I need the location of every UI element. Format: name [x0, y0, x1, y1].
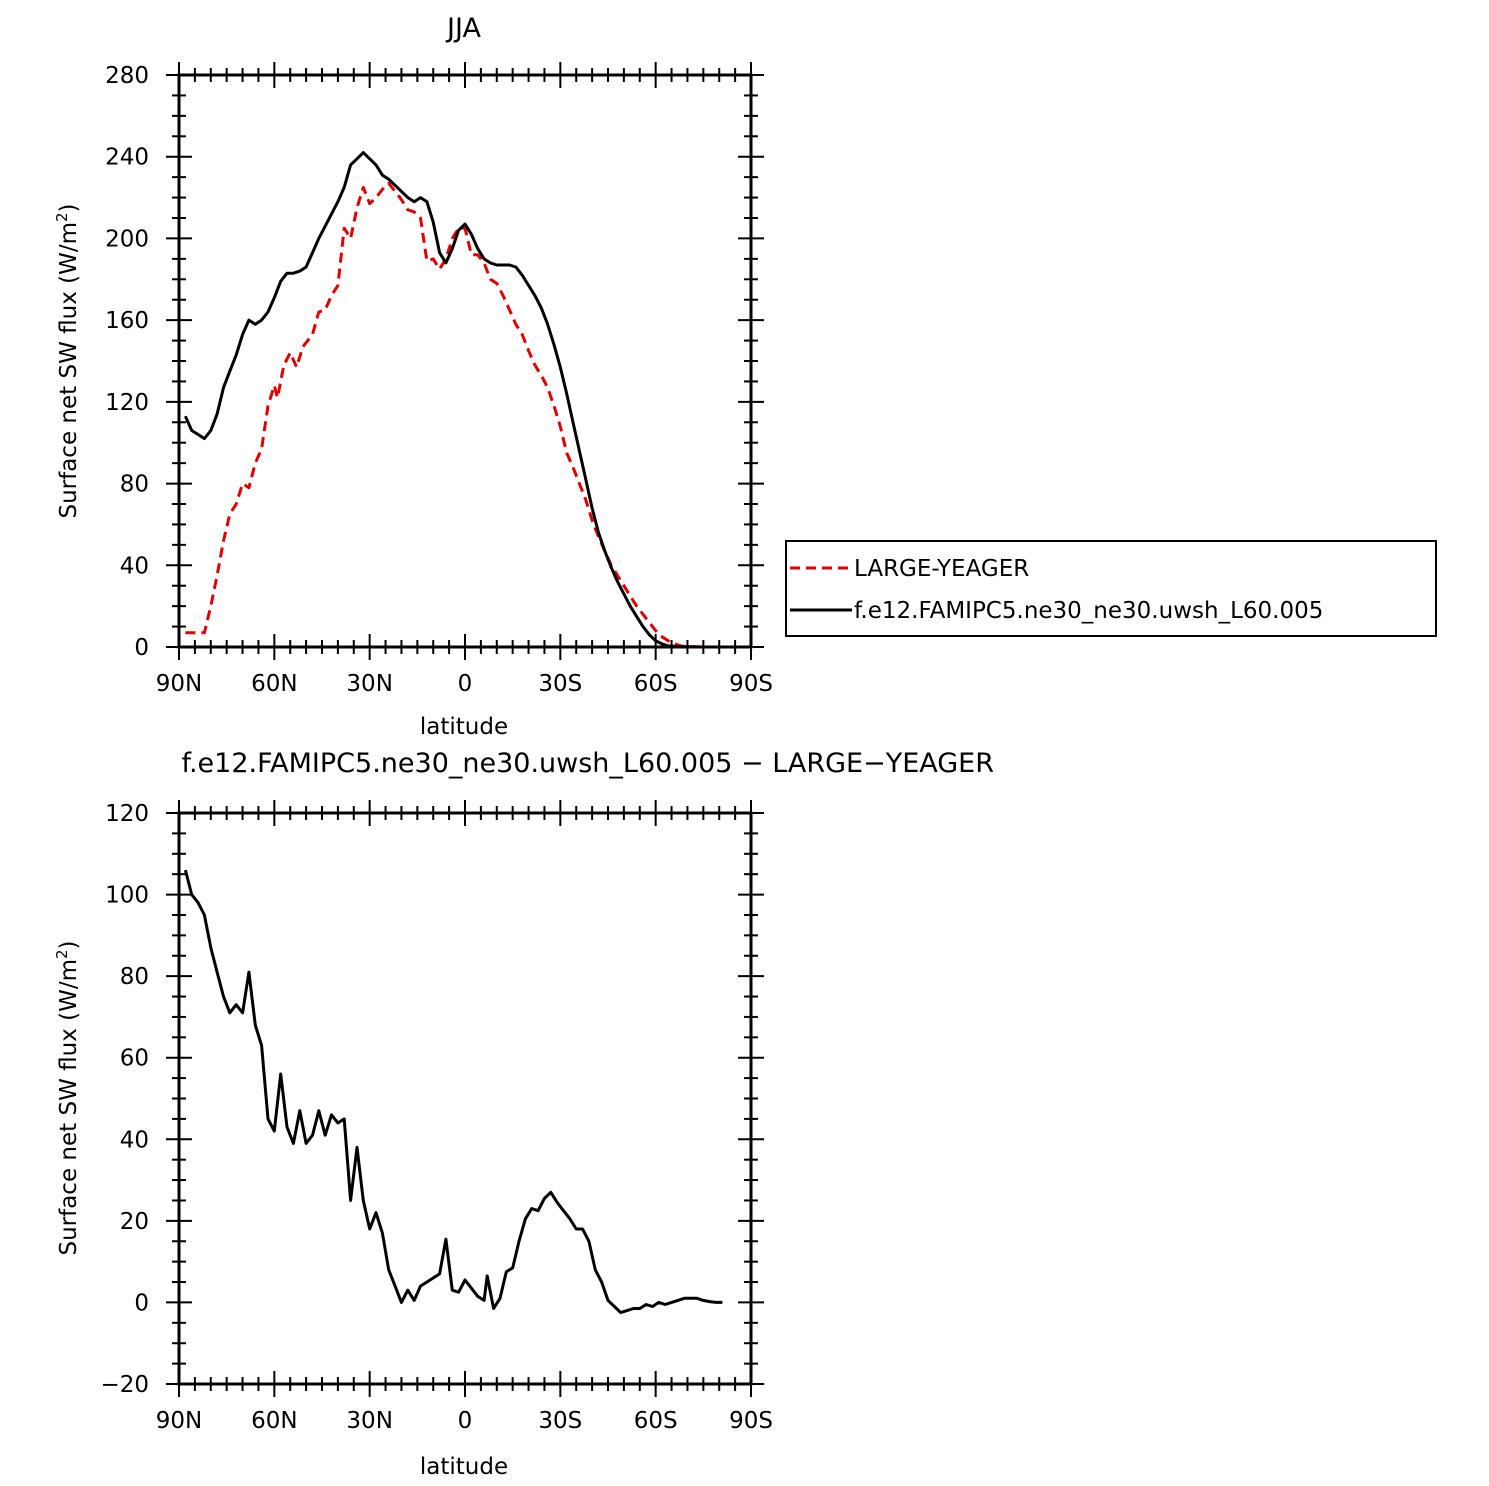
top-y-tick-label: 80: [120, 472, 149, 498]
bottom-y-axis-title-main: Surface net SW flux (W/m: [56, 959, 82, 1256]
bottom-x-tick-label: 30S: [538, 1408, 582, 1434]
bottom-y-tick-label: 120: [105, 801, 149, 827]
bottom-chart-title: f.e12.FAMIPC5.ne30_ne30.uwsh_L60.005 − L…: [181, 748, 994, 779]
top-y-tick-label: 240: [105, 145, 149, 171]
top-y-axis-title-superscript: 2: [53, 212, 71, 222]
top-y-tick-label: 40: [120, 553, 149, 579]
bottom-x-tick-label: 30N: [346, 1408, 392, 1434]
top-x-tick-label: 0: [458, 671, 473, 697]
bottom-x-tick-label: 90N: [156, 1408, 202, 1434]
bottom-y-tick-label: 20: [120, 1209, 149, 1235]
top-y-tick-label: 280: [105, 63, 149, 89]
legend-label-large-yeager: LARGE-YEAGER: [854, 556, 1029, 582]
bottom-panel-difference: f.e12.FAMIPC5.ne30_ne30.uwsh_L60.005 − L…: [53, 748, 994, 1480]
top-x-tick-label: 90N: [156, 671, 202, 697]
bottom-series-group: [183, 869, 723, 1315]
top-series-group: [184, 151, 720, 649]
top-y-tick-label: 160: [105, 308, 149, 334]
bottom-y-tick-label: −20: [100, 1372, 149, 1398]
legend-label-model: f.e12.FAMIPC5.ne30_ne30.uwsh_L60.005: [854, 598, 1323, 624]
top-y-axis-title-close: ): [56, 203, 82, 212]
top-y-axis-title-main: Surface net SW flux (W/m: [56, 222, 82, 519]
bottom-axis-ticks: 90N 60N 30N 0 30S 60S 90S −20 0 20 40 60 80 100 120: [100, 800, 773, 1434]
bottom-x-axis-title: latitude: [420, 1454, 508, 1480]
top-plot-frame: [177, 73, 753, 649]
top-panel-jja: JJA 90N 60N 30N 0 30S 60S 90S 0 40 80 120 160 200 240…: [53, 13, 1437, 740]
bottom-y-tick-label: 60: [120, 1046, 149, 1072]
top-axis-ticks: 90N 60N 30N 0 30S 60S 90S 0 40 80 120 160 200 240 280: [105, 62, 773, 697]
top-y-tick-label: 0: [134, 635, 149, 661]
bottom-y-tick-label: 40: [120, 1127, 149, 1153]
top-x-tick-label: 60S: [634, 671, 678, 697]
top-y-tick-label: 120: [105, 390, 149, 416]
top-chart-title: JJA: [445, 13, 481, 44]
legend-box: [785, 540, 1437, 637]
top-x-tick-label: 60N: [251, 671, 297, 697]
bottom-x-tick-label: 90S: [729, 1408, 773, 1434]
top-x-axis-title: latitude: [420, 714, 508, 740]
bottom-x-tick-label: 60N: [251, 1408, 297, 1434]
top-y-tick-label: 200: [105, 226, 149, 252]
top-x-tick-label: 30N: [346, 671, 392, 697]
bottom-y-tick-label: 80: [120, 964, 149, 990]
bottom-x-tick-label: 0: [458, 1408, 473, 1434]
bottom-x-tick-label: 60S: [634, 1408, 678, 1434]
top-x-tick-label: 30S: [538, 671, 582, 697]
top-y-axis-title: Surface net SW flux (W/m2): [53, 203, 82, 518]
bottom-y-axis-title: Surface net SW flux (W/m2): [53, 940, 82, 1255]
top-series-line-1: [184, 151, 720, 649]
bottom-series-line-0: [183, 869, 723, 1315]
bottom-y-tick-label: 100: [105, 883, 149, 909]
bottom-y-axis-title-close: ): [56, 940, 82, 949]
top-x-tick-label: 90S: [729, 671, 773, 697]
bottom-y-axis-title-superscript: 2: [53, 949, 71, 959]
bottom-y-tick-label: 0: [134, 1290, 149, 1316]
top-series-line-0: [185, 181, 720, 649]
legend: LARGE-YEAGER f.e12.FAMIPC5.ne30_ne30.uws…: [785, 540, 1437, 637]
